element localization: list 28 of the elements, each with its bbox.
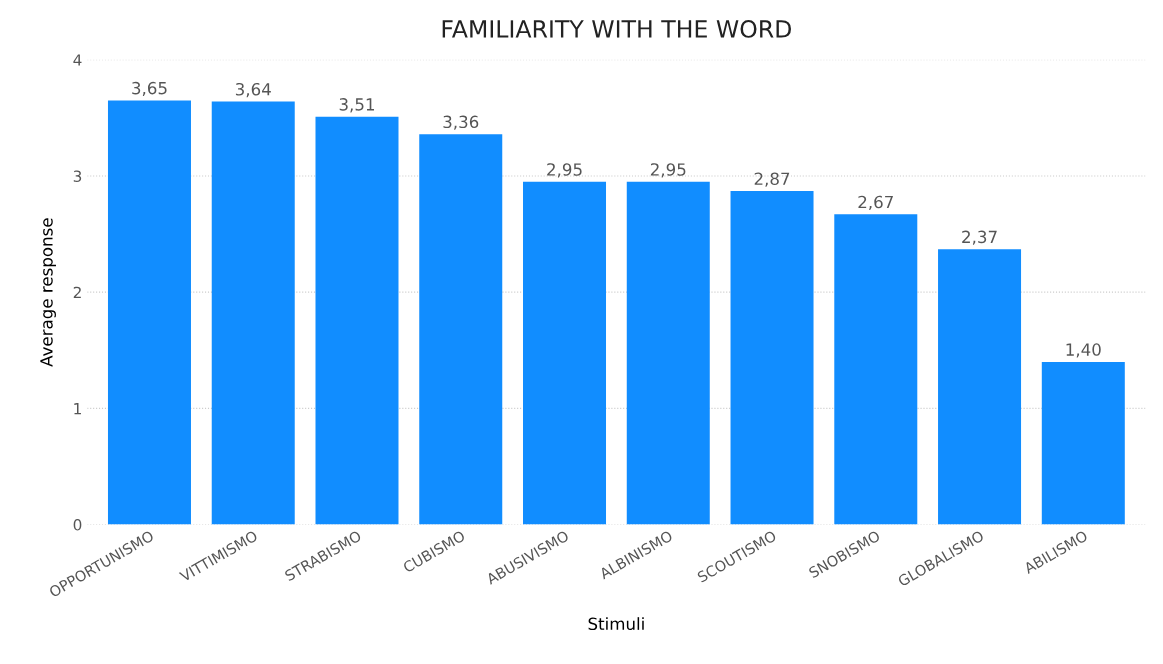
data-label: 3,51 (339, 98, 375, 113)
y-axis-title: Average response (40, 218, 56, 367)
data-label: 2,95 (547, 163, 582, 178)
data-label: 1,40 (1066, 343, 1101, 358)
bar (419, 134, 503, 525)
data-label: 3,64 (235, 82, 271, 98)
x-axis-title: Stimuli (588, 617, 644, 631)
data-label: 2,95 (650, 163, 686, 178)
bar (107, 100, 191, 525)
bar (834, 214, 918, 525)
data-label: 2,37 (962, 230, 997, 245)
bar (730, 191, 814, 525)
data-label: 3,36 (443, 115, 479, 130)
bar (1041, 361, 1125, 525)
chart-title: FAMILIARITY WITH THE WORD (442, 20, 791, 38)
y-tick-label: 4 (73, 54, 82, 66)
y-tick-label: 3 (73, 170, 82, 182)
data-label: 3,65 (132, 81, 167, 97)
bar (211, 101, 295, 525)
bar (938, 249, 1022, 525)
bar (626, 181, 710, 525)
y-tick-label: 1 (74, 403, 81, 415)
data-label: 2,67 (858, 195, 893, 210)
bar (523, 181, 607, 525)
y-tick-label: 2 (73, 286, 81, 298)
bar (315, 116, 399, 525)
y-tick-label: 0 (73, 519, 82, 531)
data-label: 2,87 (754, 172, 790, 187)
